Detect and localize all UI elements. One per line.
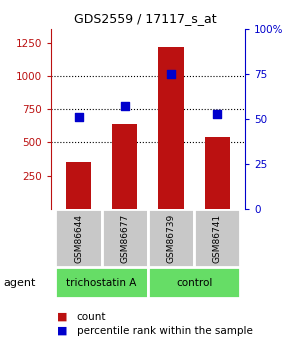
Text: ■: ■: [57, 326, 67, 335]
Bar: [55, 267, 148, 298]
Text: GSM86741: GSM86741: [213, 214, 222, 263]
Point: [76, 115, 81, 120]
Text: GSM86677: GSM86677: [120, 214, 129, 263]
Bar: [158, 47, 184, 209]
Bar: [55, 209, 102, 267]
Bar: [66, 162, 91, 209]
Text: GDS2559 / 17117_s_at: GDS2559 / 17117_s_at: [74, 12, 216, 25]
Bar: [112, 124, 137, 209]
Bar: [194, 209, 240, 267]
Text: count: count: [77, 312, 106, 322]
Point: [215, 111, 220, 116]
Point: [169, 71, 173, 77]
Bar: [148, 267, 240, 298]
Point: [122, 104, 127, 109]
Text: trichostatin A: trichostatin A: [66, 278, 137, 288]
Text: control: control: [176, 278, 212, 288]
Text: GSM86739: GSM86739: [166, 214, 175, 263]
Bar: [148, 209, 194, 267]
Text: ■: ■: [57, 312, 67, 322]
Bar: [204, 137, 230, 209]
Text: agent: agent: [3, 278, 35, 288]
Text: GSM86644: GSM86644: [74, 214, 83, 263]
Bar: [102, 209, 148, 267]
Text: percentile rank within the sample: percentile rank within the sample: [77, 326, 253, 335]
